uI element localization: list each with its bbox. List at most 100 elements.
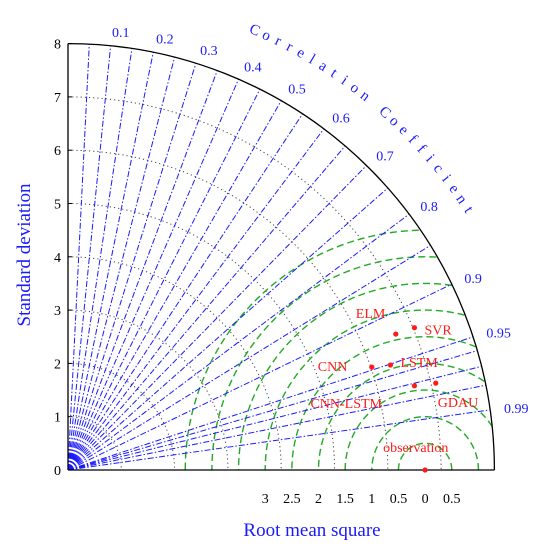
std-tick-label: 1: [54, 411, 61, 426]
std-tick-labels: 0 1 2 3 4 5 6 7 8: [54, 38, 61, 479]
correlation-line: [67, 78, 240, 471]
rms-tick-label: 1.5: [336, 492, 354, 507]
arc-title-char: r: [284, 39, 296, 55]
correlation-tick-label: 0.2: [156, 33, 174, 48]
std-tick-label: 7: [54, 91, 61, 106]
data-points: [369, 325, 439, 473]
correlation-line: [67, 365, 482, 471]
std-tick-label: 2: [54, 357, 61, 372]
rms-arc: [317, 362, 485, 471]
correlation-line: [67, 244, 431, 471]
rms-tick-label: 3: [262, 492, 269, 507]
rms-tick-label: 0.5: [443, 492, 461, 507]
correlation-line: [67, 63, 197, 471]
point-cnn-lstm-marker: [411, 383, 418, 389]
rms-tick-label: 1: [368, 492, 375, 507]
correlation-line: [67, 44, 90, 471]
arc-title-char: i: [338, 73, 351, 88]
correlation-line: [67, 187, 389, 471]
correlation-line: [67, 48, 133, 471]
correlation-tick-label: 0.7: [376, 149, 394, 164]
correlation-line: [67, 45, 112, 471]
rms-arc: [211, 256, 437, 471]
arc-title-char: n: [357, 88, 373, 106]
point-cnn-lstm-label: CNN-LSTM: [310, 397, 382, 412]
arc-title-char: n: [453, 192, 471, 208]
correlation-line: [67, 336, 474, 471]
arc-title-char: l: [306, 52, 318, 68]
correlation-line: [67, 57, 176, 471]
std-tick-label: 3: [54, 304, 61, 319]
arc-title-char: e: [445, 181, 462, 196]
rms-arcs: [184, 229, 493, 471]
std-tick-label: 6: [54, 144, 61, 159]
point-lstm-marker: [387, 362, 394, 368]
point-cnn-marker: [369, 364, 375, 370]
correlation-tick-label: 0.3: [200, 44, 218, 59]
correlation-tick-label: 0.6: [332, 112, 350, 127]
arc-title-char: i: [438, 172, 453, 185]
rms-tick-label: 2: [315, 492, 322, 507]
correlation-line: [67, 409, 491, 471]
point-svr-marker: [411, 325, 418, 331]
correlation-lines: [67, 44, 491, 471]
data-point-labels: ELM SVR LSTM CNN CNN-LSTM GDAU observation: [310, 307, 478, 456]
correlation-tick-label: 0.5: [288, 83, 306, 98]
correlation-line: [67, 213, 410, 471]
arc-title-char: r: [272, 33, 284, 50]
point-cnn-label: CNN: [318, 360, 348, 375]
rms-tick-labels: 3 2.5 2 1.5 1 0.5 0 0.5: [262, 492, 461, 507]
point-observation-marker: [422, 467, 428, 473]
correlation-tick-labels: 0.1 0.2 0.3 0.4 0.5 0.6 0.7 0.8 0.9 0.95 0.99: [112, 26, 528, 417]
arc-title-char: c: [430, 161, 447, 177]
correlation-line: [67, 70, 218, 471]
correlation-tick-label: 0.9: [464, 272, 482, 287]
point-svr-label: SVR: [424, 324, 452, 339]
arc-title-char: t: [328, 66, 341, 82]
correlation-line: [67, 165, 367, 471]
std-tick-label: 4: [54, 251, 61, 266]
correlation-line: [67, 52, 154, 471]
arc-title-char: e: [294, 45, 308, 62]
rms-arc: [397, 442, 453, 470]
correlation-line: [67, 88, 261, 471]
arc-title-char: e: [395, 122, 411, 138]
arc-title-char: f: [405, 132, 420, 147]
correlation-tick-label: 0.1: [112, 26, 130, 41]
std-tick-label: 5: [54, 198, 61, 213]
correlation-line: [67, 145, 346, 471]
point-gdau-marker: [433, 380, 439, 386]
rms-tick-label: 0: [422, 492, 429, 507]
rms-tick-label: 2.5: [283, 492, 301, 507]
correlation-tick-label: 0.95: [486, 326, 511, 341]
std-tick-label: 0: [54, 464, 61, 479]
std-tick-label: 8: [54, 38, 61, 53]
arc-title-char: C: [247, 21, 262, 40]
arc-title-char: a: [316, 58, 330, 75]
correlation-line: [67, 384, 486, 471]
point-elm-label: ELM: [356, 307, 386, 322]
correlation-line: [67, 113, 303, 471]
point-lstm-label: LSTM: [400, 356, 438, 371]
correlation-line: [67, 283, 452, 471]
arc-title-char: f: [414, 142, 429, 156]
rms-arc: [371, 416, 480, 470]
y-axis-label: Standard deviation: [14, 183, 35, 326]
std-arc: [67, 309, 229, 471]
std-arc: [67, 362, 176, 471]
rms-arc: [344, 389, 493, 471]
std-arcs: [67, 96, 442, 471]
rms-tick-label: 0.5: [390, 492, 408, 507]
correlation-tick-label: 0.8: [420, 200, 438, 215]
correlation-line: [67, 128, 325, 471]
correlation-tick-label: 0.4: [244, 60, 262, 75]
point-observation-label: observation: [383, 441, 448, 456]
rms-arc: [237, 282, 452, 471]
correlation-line: [67, 350, 478, 471]
arc-title-char: o: [260, 27, 273, 45]
x-axis-label: Root mean square: [243, 520, 380, 541]
arc-title-char: o: [347, 80, 363, 97]
arc-title-char: i: [422, 152, 437, 166]
